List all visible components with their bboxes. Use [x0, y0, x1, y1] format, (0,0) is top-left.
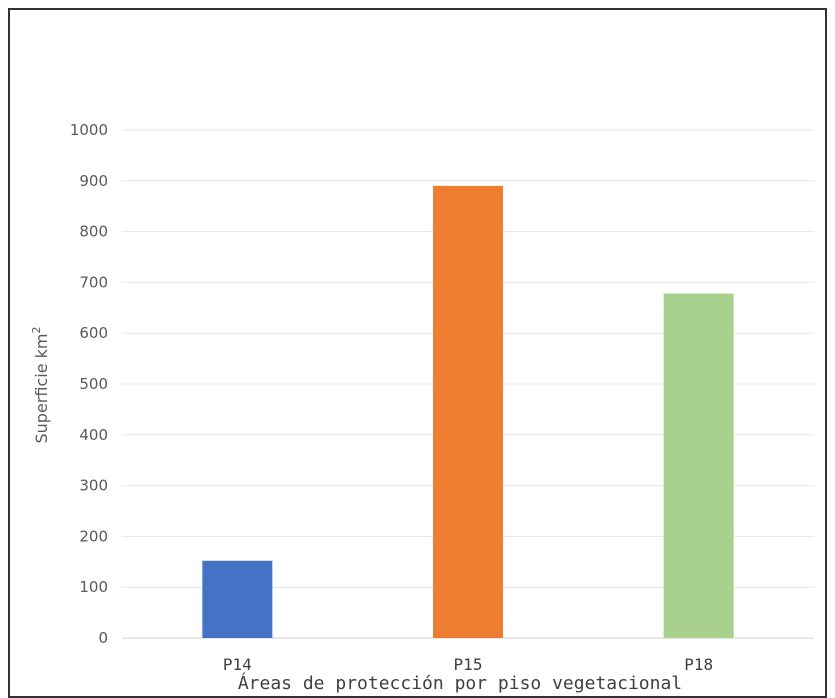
x-tick-label-p15: P15	[454, 655, 483, 674]
x-tick-label-p14: P14	[223, 655, 252, 674]
y-axis-title: Superficie km2	[30, 327, 51, 444]
y-tick-label: 900	[79, 172, 108, 190]
y-tick-label: 800	[79, 223, 108, 241]
y-tick-label: 100	[79, 578, 108, 596]
y-tick-label: 1000	[70, 121, 108, 139]
y-tick-label: 200	[79, 527, 108, 545]
x-axis-title: Áreas de protección por piso vegetaciona…	[238, 672, 682, 694]
bar-p18	[663, 293, 734, 638]
bars	[202, 185, 734, 638]
bar-p15	[433, 185, 503, 638]
y-tick-label: 0	[98, 629, 108, 647]
x-axis-ticks: P14 P15 P18	[223, 655, 713, 674]
y-tick-label: 500	[79, 375, 108, 393]
bar-p14	[202, 560, 273, 638]
x-tick-label-p18: P18	[684, 655, 713, 674]
y-tick-label: 300	[79, 477, 108, 495]
y-tick-label: 600	[79, 324, 108, 342]
y-tick-label: 700	[79, 273, 108, 291]
y-tick-label: 400	[79, 426, 108, 444]
y-axis-ticks: 0 100 200 300 400 500 600 700 800 900 1000	[70, 121, 108, 647]
